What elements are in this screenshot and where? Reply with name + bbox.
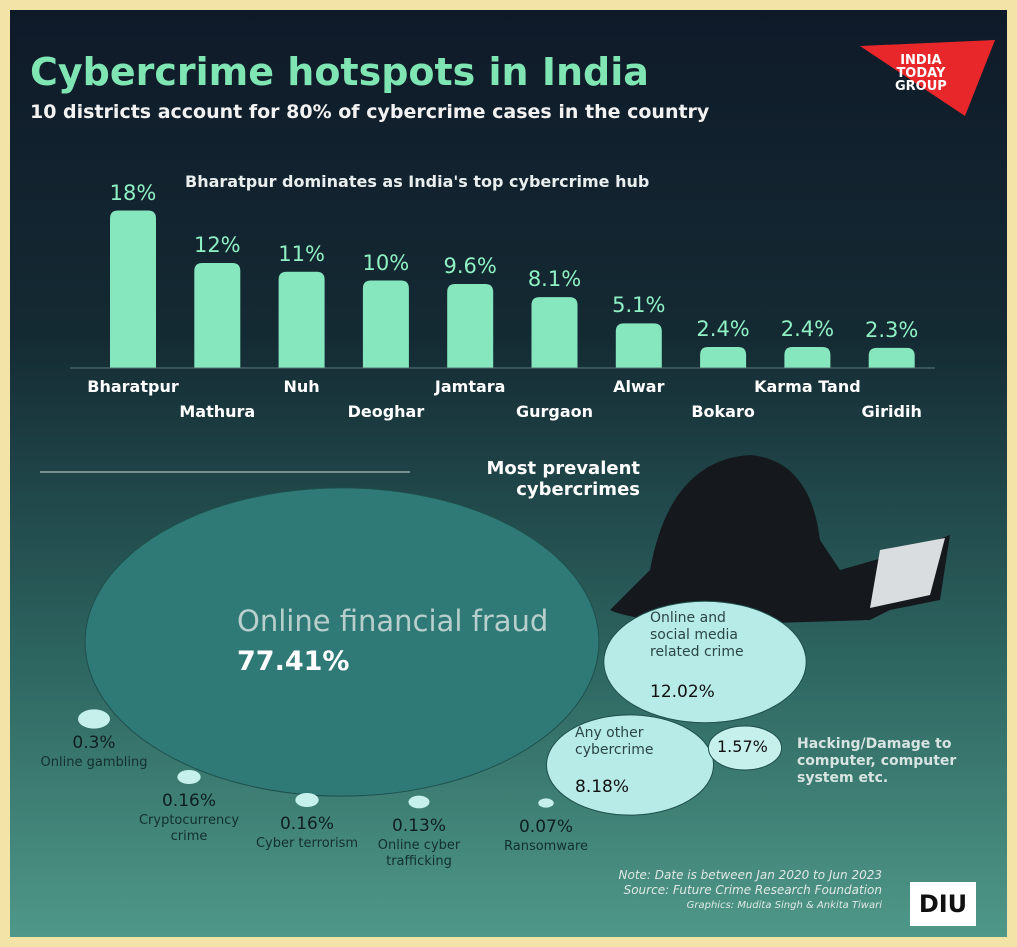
bubble-value: 0.3% bbox=[44, 733, 144, 753]
x-tick-label: Gurgaon bbox=[485, 402, 625, 421]
bubble-name: Online gambling bbox=[39, 755, 149, 771]
bubble-value: 8.18% bbox=[575, 777, 629, 797]
x-tick-label: Nuh bbox=[232, 377, 372, 396]
bar bbox=[532, 297, 578, 368]
bubble-name: Ransomware bbox=[491, 839, 601, 855]
bubble bbox=[78, 709, 110, 728]
x-tick-label: Jamtara bbox=[400, 377, 540, 396]
bubble bbox=[408, 796, 429, 809]
value-label: 2.4% bbox=[683, 317, 763, 341]
bubble-name: Cryptocurrency crime bbox=[134, 813, 244, 845]
logo-line: GROUP bbox=[895, 80, 947, 93]
bar bbox=[363, 281, 409, 369]
bar-chart-title: Bharatpur dominates as India's top cyber… bbox=[185, 172, 649, 191]
bubble-name: Any other cybercrime bbox=[575, 725, 665, 759]
value-label: 10% bbox=[346, 251, 426, 275]
value-label: 2.3% bbox=[852, 318, 932, 342]
bar bbox=[869, 348, 915, 368]
diu-logo: DIU bbox=[910, 882, 976, 926]
title: Cybercrime hotspots in India bbox=[30, 50, 649, 94]
bubble-value: 0.16% bbox=[257, 814, 357, 834]
bubble-value: 0.07% bbox=[496, 817, 596, 837]
x-tick-label: Alwar bbox=[569, 377, 709, 396]
bar bbox=[279, 272, 325, 368]
bubble-value: 1.57% bbox=[717, 737, 768, 756]
bubble-name: Hacking/Damage to computer, computer sys… bbox=[797, 736, 997, 787]
bubble-chart-title: Most prevalent cybercrimes bbox=[410, 458, 640, 500]
note: Source: Future Crime Research Foundation bbox=[619, 883, 883, 898]
x-tick-label: Deoghar bbox=[316, 402, 456, 421]
bubble bbox=[538, 798, 553, 807]
bubble bbox=[85, 488, 599, 796]
bubble bbox=[295, 793, 318, 807]
bar bbox=[447, 284, 493, 368]
bubble-name: Online financial fraud bbox=[237, 604, 548, 638]
bubble-name: Cyber terrorism bbox=[252, 836, 362, 852]
value-label: 18% bbox=[93, 181, 173, 205]
notes: Note: Date is between Jan 2020 to Jun 20… bbox=[619, 868, 883, 913]
value-label: 5.1% bbox=[599, 293, 679, 317]
infographic: Cybercrime hotspots in India 10 district… bbox=[10, 10, 1007, 937]
subtitle: 10 districts account for 80% of cybercri… bbox=[30, 102, 750, 122]
bar bbox=[784, 347, 830, 368]
bar bbox=[616, 323, 662, 368]
x-tick-label: Karma Tand bbox=[737, 377, 877, 396]
x-tick-label: Bharatpur bbox=[63, 377, 203, 396]
bar bbox=[700, 347, 746, 368]
bubble-value: 0.16% bbox=[139, 791, 239, 811]
note: Graphics: Mudita Singh & Ankita Tiwari bbox=[619, 898, 883, 913]
value-label: 2.4% bbox=[767, 317, 847, 341]
note: Note: Date is between Jan 2020 to Jun 20… bbox=[619, 868, 883, 883]
bubble bbox=[177, 770, 200, 784]
value-label: 12% bbox=[177, 233, 257, 257]
bar bbox=[194, 263, 240, 368]
bar bbox=[110, 211, 156, 369]
bubble-name: Online cyber trafficking bbox=[364, 838, 474, 870]
value-label: 11% bbox=[262, 242, 342, 266]
x-tick-label: Giridih bbox=[822, 402, 962, 421]
value-label: 8.1% bbox=[515, 267, 595, 291]
bubble-value: 0.13% bbox=[369, 816, 469, 836]
bubble-value: 12.02% bbox=[650, 682, 715, 702]
bubble-name: Online and social media related crime bbox=[650, 610, 755, 661]
bubble-value: 77.41% bbox=[237, 646, 349, 677]
x-tick-label: Bokaro bbox=[653, 402, 793, 421]
value-label: 9.6% bbox=[430, 254, 510, 278]
x-tick-label: Mathura bbox=[147, 402, 287, 421]
